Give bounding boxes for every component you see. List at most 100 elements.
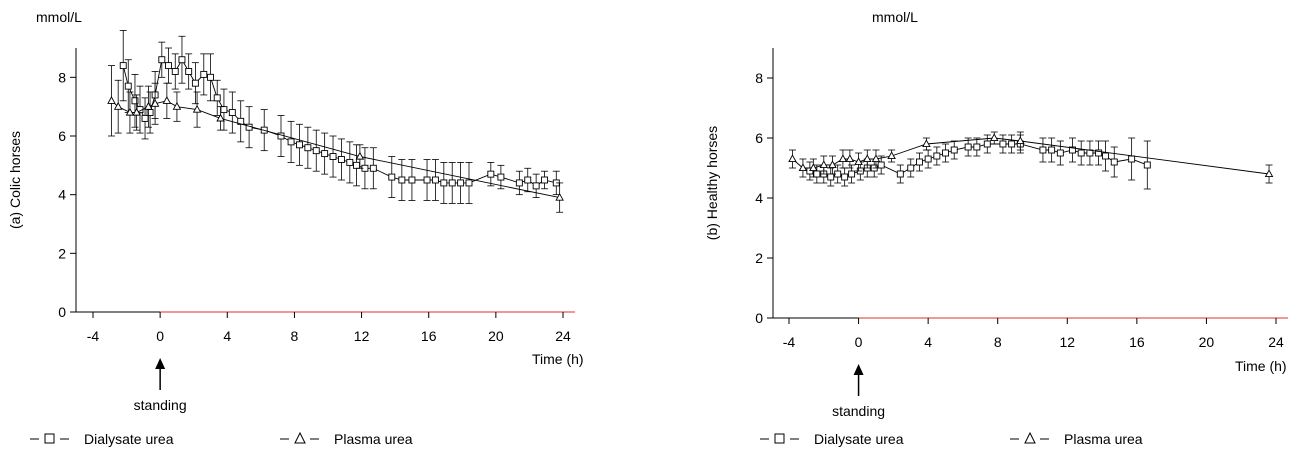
data-point-dialysate: [423, 176, 431, 184]
data-point-plasma: [845, 154, 855, 163]
legend-label: Plasma urea: [334, 431, 413, 447]
x-tick-label: 24: [1268, 334, 1284, 350]
data-point-dialysate: [200, 70, 208, 78]
y-tick-label: 8: [755, 70, 763, 86]
y-tick-label: 6: [58, 128, 66, 144]
data-point-plasma: [871, 154, 881, 163]
standing-label: standing: [832, 403, 885, 419]
series-plasma-urea: [788, 131, 1274, 184]
data-point-plasma: [989, 133, 999, 142]
data-point-dialysate: [950, 146, 958, 154]
data-point-dialysate: [398, 176, 406, 184]
x-axis-title: Time (h): [532, 351, 584, 367]
data-point-dialysate: [813, 170, 821, 178]
data-point-dialysate: [337, 156, 345, 163]
standing-label: standing: [134, 397, 187, 413]
data-point-dialysate: [877, 161, 885, 169]
data-point-plasma: [809, 163, 818, 172]
data-point-dialysate: [353, 161, 360, 169]
data-point-dialysate: [191, 79, 199, 87]
series-line: [111, 100, 560, 199]
legend-label: Dialysate urea: [814, 431, 904, 447]
data-point-dialysate: [924, 155, 932, 163]
data-point-dialysate: [465, 179, 473, 187]
data-point-dialysate: [1077, 149, 1085, 157]
data-point-dialysate: [131, 97, 139, 105]
y-tick-label: 2: [58, 245, 66, 261]
standing-arrow-head: [853, 364, 864, 375]
data-point-plasma: [788, 154, 797, 163]
data-point-dialysate: [346, 158, 354, 166]
data-point-dialysate: [287, 138, 295, 146]
data-point-dialysate: [178, 56, 186, 64]
y-axis-title: (b) Healthy horses: [704, 126, 720, 240]
data-point-dialysate: [1008, 140, 1016, 148]
y-tick-label: 6: [755, 130, 763, 146]
data-point-dialysate: [165, 62, 172, 70]
data-point-dialysate: [1110, 158, 1118, 166]
legend-marker-square: [774, 433, 785, 444]
data-point-dialysate: [1102, 152, 1110, 160]
legend-label: Plasma urea: [1064, 431, 1143, 447]
data-point-plasma: [887, 151, 896, 160]
data-point-plasma: [113, 101, 123, 110]
data-point-dialysate: [321, 150, 329, 158]
data-point-dialysate: [431, 176, 439, 184]
data-point-plasma: [828, 160, 837, 169]
data-point-dialysate: [220, 106, 228, 114]
data-point-dialysate: [841, 173, 849, 181]
data-point-plasma: [125, 107, 135, 116]
data-point-dialysate: [296, 141, 303, 149]
data-point-dialysate: [185, 68, 193, 75]
data-point-dialysate: [124, 82, 132, 90]
x-tick-label: 8: [291, 328, 299, 344]
y-tick-label: 2: [755, 250, 763, 266]
data-point-dialysate: [896, 170, 904, 178]
data-point-plasma: [1016, 136, 1025, 145]
data-point-plasma: [854, 157, 863, 166]
data-point-plasma: [555, 192, 564, 201]
series-line: [122, 58, 557, 187]
legend-label: Dialysate urea: [84, 431, 174, 447]
unit-label: mmol/L: [36, 9, 82, 25]
data-point-dialysate: [1039, 146, 1047, 154]
data-point-dialysate: [524, 176, 532, 184]
legend-marker-square: [44, 433, 55, 444]
x-tick-label: 12: [354, 328, 370, 344]
data-point-dialysate: [119, 62, 127, 70]
x-tick-label: 20: [488, 328, 504, 344]
data-point-plasma: [798, 163, 808, 172]
data-point-dialysate: [532, 182, 540, 190]
legend: Dialysate urea Plasma urea: [760, 431, 1143, 447]
x-tick-label: -4: [87, 328, 100, 344]
x-tick-label: 0: [156, 328, 164, 344]
x-tick-label: -4: [783, 334, 796, 350]
data-point-dialysate: [1056, 149, 1064, 157]
y-tick-label: 4: [755, 190, 763, 206]
series-dialysate-urea: [119, 29, 560, 204]
legend: Dialysate urea Plasma urea: [30, 431, 413, 447]
data-point-dialysate: [1048, 146, 1056, 154]
data-point-dialysate: [1128, 155, 1136, 163]
x-tick-label: 4: [924, 334, 932, 350]
data-point-dialysate: [973, 143, 981, 151]
data-point-dialysate: [440, 179, 448, 187]
y-tick-label: 0: [58, 304, 66, 320]
x-tick-label: 16: [1129, 334, 1145, 350]
data-point-dialysate: [312, 147, 320, 155]
data-point-dialysate: [171, 68, 179, 75]
data-point-dialysate: [213, 94, 221, 102]
data-point-dialysate: [515, 179, 523, 187]
data-point-plasma: [355, 151, 365, 160]
data-point-dialysate: [541, 176, 548, 184]
data-point-plasma: [922, 139, 931, 148]
data-point-dialysate: [146, 109, 154, 116]
data-point-dialysate: [983, 140, 991, 148]
data-point-dialysate: [158, 56, 166, 64]
data-point-dialysate: [933, 152, 941, 160]
data-point-plasma: [132, 107, 141, 116]
x-tick-label: 16: [421, 328, 437, 344]
data-point-plasma: [192, 104, 202, 113]
